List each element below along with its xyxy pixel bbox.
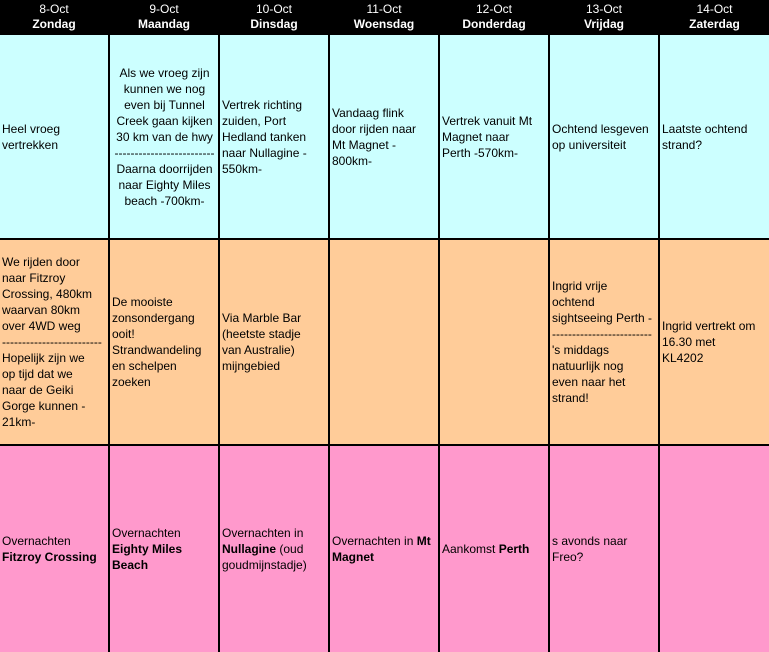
cell-text: Vandaag flink door rijden naar Mt Magnet…: [332, 105, 417, 168]
cell-text: Aankomst Perth: [442, 541, 529, 557]
day-header: 9-Oct Maandag: [110, 0, 218, 34]
schedule-cell: Ingrid vertrekt om 16.30 met KL4202: [660, 240, 769, 444]
schedule-cell: [330, 240, 438, 444]
cell-text-location: Mt Magnet: [332, 534, 431, 564]
schedule-cell: Ingrid vrije ochtend sightseeing Perth -…: [550, 240, 658, 444]
cell-text: We rijden door naar Fitzroy Crossing, 48…: [2, 255, 102, 429]
day-header: 14-Oct Zaterdag: [660, 0, 769, 34]
cell-text: Als we vroeg zijn kunnen we nog even bij…: [114, 65, 215, 208]
day-name: Vrijdag: [583, 17, 624, 31]
cell-text-plain: Overnachten in: [222, 526, 304, 540]
cell-text: s avonds naar Freo?: [552, 533, 627, 565]
cell-text: Ingrid vrije ochtend sightseeing Perth -…: [552, 279, 653, 405]
day-date: 14-Oct: [696, 2, 733, 16]
schedule-cell: [660, 446, 769, 652]
cell-text-location: Eighty Miles Beach: [112, 542, 183, 572]
schedule-cell: Laatste ochtend strand?: [660, 35, 769, 238]
cell-text: Ochtend lesgeven op universiteit: [552, 121, 649, 152]
day-header: 10-Oct Dinsdag: [220, 0, 328, 34]
cell-text: Heel vroeg vertrekken: [2, 121, 61, 152]
day-name: Zaterdag: [689, 17, 740, 31]
cell-text-plain: Overnachten: [112, 526, 181, 540]
schedule-cell: Overnachten Fitzroy Crossing: [0, 446, 108, 652]
day-name: Woensdag: [353, 17, 415, 31]
schedule-cell: De mooiste zonsondergang ooit! Strandwan…: [110, 240, 218, 444]
schedule-cell: Heel vroeg vertrekken: [0, 35, 108, 238]
cell-text-location: Perth: [498, 542, 530, 556]
day-date: 12-Oct: [475, 2, 512, 16]
day-header: 13-Oct Vrijdag: [550, 0, 658, 34]
schedule-cell: Overnachten in Nullagine (oud goudmijnst…: [220, 446, 328, 652]
schedule-cell: Ochtend lesgeven op universiteit: [550, 35, 658, 238]
schedule-cell: Vertrek richting zuiden, Port Hedland ta…: [220, 35, 328, 238]
schedule-cell: We rijden door naar Fitzroy Crossing, 48…: [0, 240, 108, 444]
cell-text: Ingrid vertrekt om 16.30 met KL4202: [662, 319, 756, 365]
cell-text-location: Fitzroy Crossing: [2, 550, 97, 564]
schedule-cell: Vandaag flink door rijden naar Mt Magnet…: [330, 35, 438, 238]
schedule-cell: Vertrek vanuit Mt Magnet naar Perth -570…: [440, 35, 548, 238]
day-date: 9-Oct: [149, 2, 179, 16]
cell-text: De mooiste zonsondergang ooit! Strandwan…: [112, 295, 202, 389]
schedule-cell: Aankomst Perth: [440, 446, 548, 652]
cell-text-plain: Overnachten: [2, 534, 71, 548]
day-date: 8-Oct: [39, 2, 69, 16]
cell-text: Via Marble Bar (heetste stadje van Austr…: [222, 311, 302, 373]
schedule-cell: s avonds naar Freo?: [550, 446, 658, 652]
day-name: Dinsdag: [250, 17, 298, 31]
schedule-cell: Als we vroeg zijn kunnen we nog even bij…: [110, 35, 218, 238]
cell-text: Overnachten in Nullagine (oud goudmijnst…: [222, 525, 307, 573]
cell-text: Vertrek vanuit Mt Magnet naar Perth -570…: [442, 113, 533, 160]
day-date: 10-Oct: [255, 2, 292, 16]
day-date: 11-Oct: [366, 2, 402, 16]
cell-text: Overnachten in Mt Magnet: [332, 533, 431, 565]
cell-text: Vertrek richting zuiden, Port Hedland ta…: [222, 97, 307, 176]
cell-text-plain: (oud goudmijnstadje): [222, 542, 307, 572]
cell-text-plain: Aankomst: [442, 542, 499, 556]
cell-text: Overnachten Eighty Miles Beach: [112, 525, 182, 573]
cell-text-location: Nullagine: [222, 542, 277, 556]
schedule-cell: Overnachten Eighty Miles Beach: [110, 446, 218, 652]
day-header: 8-Oct Zondag: [0, 0, 108, 34]
schedule-cell: Overnachten in Mt Magnet: [330, 446, 438, 652]
cell-text-plain: s avonds naar Freo?: [552, 534, 628, 564]
day-name: Maandag: [137, 17, 190, 31]
schedule-cell: [440, 240, 548, 444]
day-name: Zondag: [32, 17, 76, 31]
day-header: 12-Oct Donderdag: [440, 0, 548, 34]
cell-text: Overnachten Fitzroy Crossing: [2, 533, 97, 565]
day-header: 11-Oct Woensdag: [330, 0, 438, 34]
cell-text-plain: Overnachten in: [332, 534, 417, 548]
cell-text: Laatste ochtend strand?: [662, 121, 748, 152]
day-date: 13-Oct: [585, 2, 622, 16]
day-name: Donderdag: [462, 17, 526, 31]
schedule-cell: Via Marble Bar (heetste stadje van Austr…: [220, 240, 328, 444]
